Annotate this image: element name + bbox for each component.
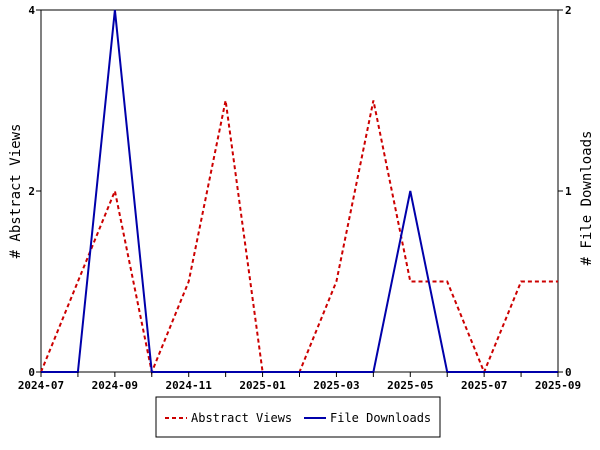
y-left-tick-label: 2 (28, 185, 35, 198)
legend-label-file-downloads: File Downloads (330, 411, 431, 425)
legend-label-abstract-views: Abstract Views (191, 411, 292, 425)
x-tick-label: 2025-05 (387, 379, 433, 392)
x-tick-label: 2025-01 (239, 379, 286, 392)
plot-area (40, 9, 559, 373)
y-right-tick-label: 0 (565, 366, 572, 379)
y-right-axis-title: # File Downloads (579, 131, 595, 266)
legend-box (155, 396, 441, 438)
legend: Abstract Views File Downloads (155, 396, 441, 438)
x-tick-label: 2025-07 (461, 379, 507, 392)
y-right-tick-label: 1 (565, 185, 572, 198)
axis-ticks: 2024-07 2024-09 2024-11 2025-01 2025-03 2025-… (18, 4, 581, 392)
x-tick-label: 2024-09 (92, 379, 138, 392)
y-left-tick-label: 0 (28, 366, 35, 379)
x-tick-label: 2024-11 (166, 379, 213, 392)
x-tick-label: 2025-03 (313, 379, 359, 392)
y-left-axis-title: # Abstract Views (8, 124, 24, 259)
x-tick-label: 2024-07 (18, 379, 64, 392)
y-left-tick-label: 4 (28, 4, 35, 17)
x-tick-label: 2025-09 (535, 379, 581, 392)
y-right-tick-label: 2 (565, 4, 572, 17)
